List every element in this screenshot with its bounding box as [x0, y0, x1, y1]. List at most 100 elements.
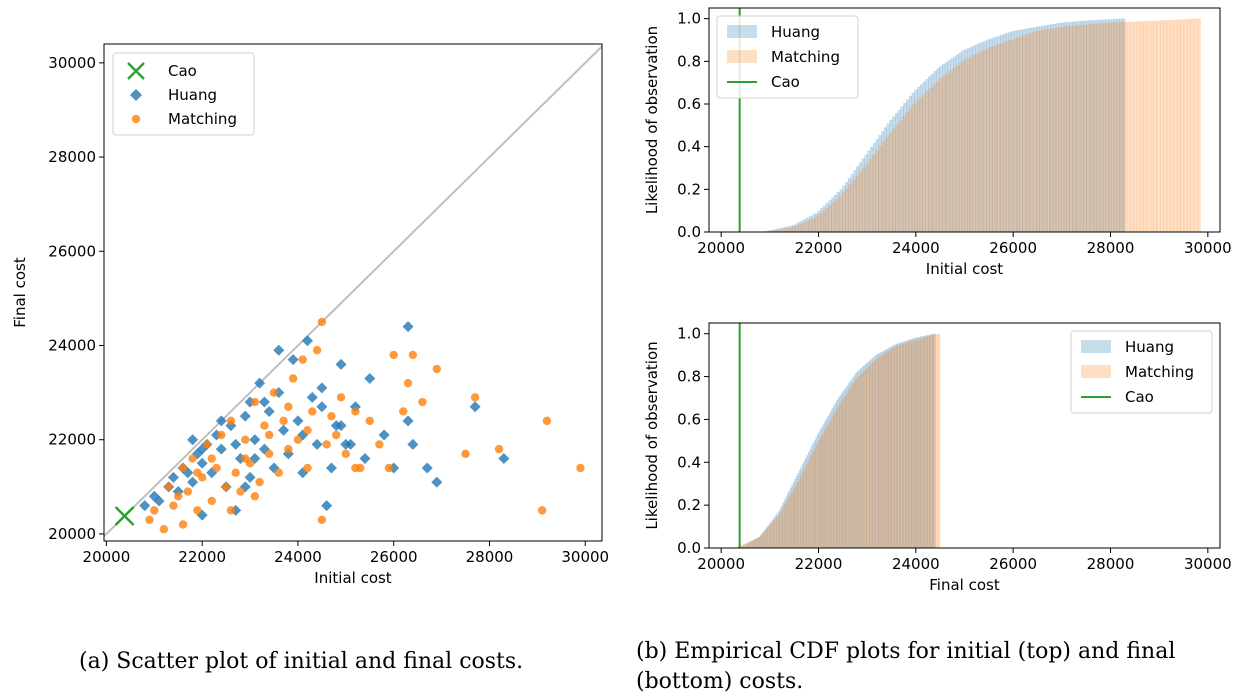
x-tick-label: 24000 [892, 555, 940, 573]
matching-cdf-bar [886, 137, 889, 232]
matching-point [174, 492, 182, 500]
matching-point [251, 492, 259, 500]
matching-cdf-bar [1016, 38, 1019, 232]
matching-cdf-bar [1164, 20, 1167, 232]
matching-cdf-bar [1063, 27, 1066, 232]
matching-cdf-bar [1040, 30, 1043, 232]
matching-point [236, 487, 244, 495]
huang-point [422, 462, 433, 473]
huang-point [197, 458, 208, 469]
huang-point [187, 477, 198, 488]
matching-cdf-bar [1167, 20, 1170, 232]
matching-cdf-bar [896, 125, 899, 232]
matching-cdf-bar [1144, 21, 1147, 232]
matching-cdf-bar [1130, 22, 1133, 232]
matching-cdf-bar [996, 45, 999, 232]
y-tick-label: 0.0 [677, 539, 701, 557]
matching-point [255, 478, 263, 486]
matching-cdf-bar [1046, 29, 1049, 232]
huang-point [326, 462, 337, 473]
matching-cdf-bar [872, 155, 875, 232]
huang-point [168, 472, 179, 483]
huang-point [312, 439, 323, 450]
matching-cdf-bar [798, 224, 801, 232]
matching-cdf-bar [953, 68, 956, 232]
legend-swatch-matching [727, 50, 757, 63]
x-tick-label: 26000 [989, 555, 1037, 573]
matching-point [270, 388, 278, 396]
x-tick-label: 20000 [697, 239, 745, 257]
huang-point [498, 453, 509, 464]
matching-point [217, 431, 225, 439]
matching-cdf-bar [1026, 34, 1029, 232]
huang-point [288, 354, 299, 365]
y-axis-label: Likelihood of observation [643, 341, 661, 529]
matching-point [227, 506, 235, 514]
matching-point [184, 487, 192, 495]
huang-point [336, 359, 347, 370]
legend-label-huang: Huang [771, 23, 820, 41]
legend-label-huang: Huang [168, 86, 217, 104]
matching-cdf-bar [862, 168, 865, 232]
matching-point [399, 407, 407, 415]
matching-point [289, 374, 297, 382]
matching-cdf-bar [1113, 23, 1116, 232]
matching-cdf-bar [849, 184, 852, 232]
matching-point [284, 403, 292, 411]
matching-point [351, 407, 359, 415]
huang-point [249, 434, 260, 445]
huang-point [139, 500, 150, 511]
caption-b: (b) Empirical CDF plots for initial (top… [636, 637, 1247, 697]
legend-label-cao: Cao [771, 73, 800, 91]
matching-point [471, 393, 479, 401]
matching-cdf-bar [852, 180, 855, 232]
matching-cdf-bar [889, 133, 892, 232]
matching-point [495, 445, 503, 453]
y-tick-label: 28000 [48, 148, 96, 166]
matching-point [284, 445, 292, 453]
huang-point [364, 373, 375, 384]
matching-cdf-bar [1160, 21, 1163, 232]
matching-cdf-bar [855, 176, 858, 232]
matching-cdf-bar [906, 112, 909, 232]
legend-label-huang: Huang [1125, 338, 1174, 356]
matching-cdf-bar [882, 142, 885, 232]
matching-cdf-bar [876, 150, 879, 232]
matching-cdf-bar [1127, 22, 1130, 232]
legend-swatch-matching [132, 115, 140, 123]
matching-cdf-bar [795, 226, 798, 232]
matching-point [203, 440, 211, 448]
x-axis-label: Final cost [929, 576, 1000, 594]
matching-cdf-bar [805, 221, 808, 232]
matching-point [208, 497, 216, 505]
matching-point [303, 464, 311, 472]
huang-point [407, 439, 418, 450]
x-tick-label: 22000 [795, 239, 843, 257]
matching-cdf-bar [869, 159, 872, 232]
matching-point [150, 506, 158, 514]
huang-point [245, 472, 256, 483]
matching-cdf-bar [1033, 32, 1036, 232]
y-tick-label: 0.6 [677, 410, 701, 428]
matching-cdf-bar [1194, 19, 1197, 232]
matching-cdf-bar [1197, 19, 1200, 232]
huang-point [259, 397, 270, 408]
matching-point [351, 464, 359, 472]
matching-cdf-bar [916, 101, 919, 232]
matching-cdf-bar [1013, 39, 1016, 232]
huang-point [240, 411, 251, 422]
matching-cdf-bar [1097, 24, 1100, 232]
matching-cdf-bar [919, 98, 922, 232]
matching-point [265, 450, 273, 458]
matching-cdf-bar [1003, 42, 1006, 232]
matching-point [327, 412, 335, 420]
cao-point [116, 507, 134, 525]
x-tick-label: 22000 [795, 555, 843, 573]
matching-point [308, 407, 316, 415]
matching-point [375, 440, 383, 448]
matching-cdf-bar [1087, 25, 1090, 232]
huang-point [316, 382, 327, 393]
